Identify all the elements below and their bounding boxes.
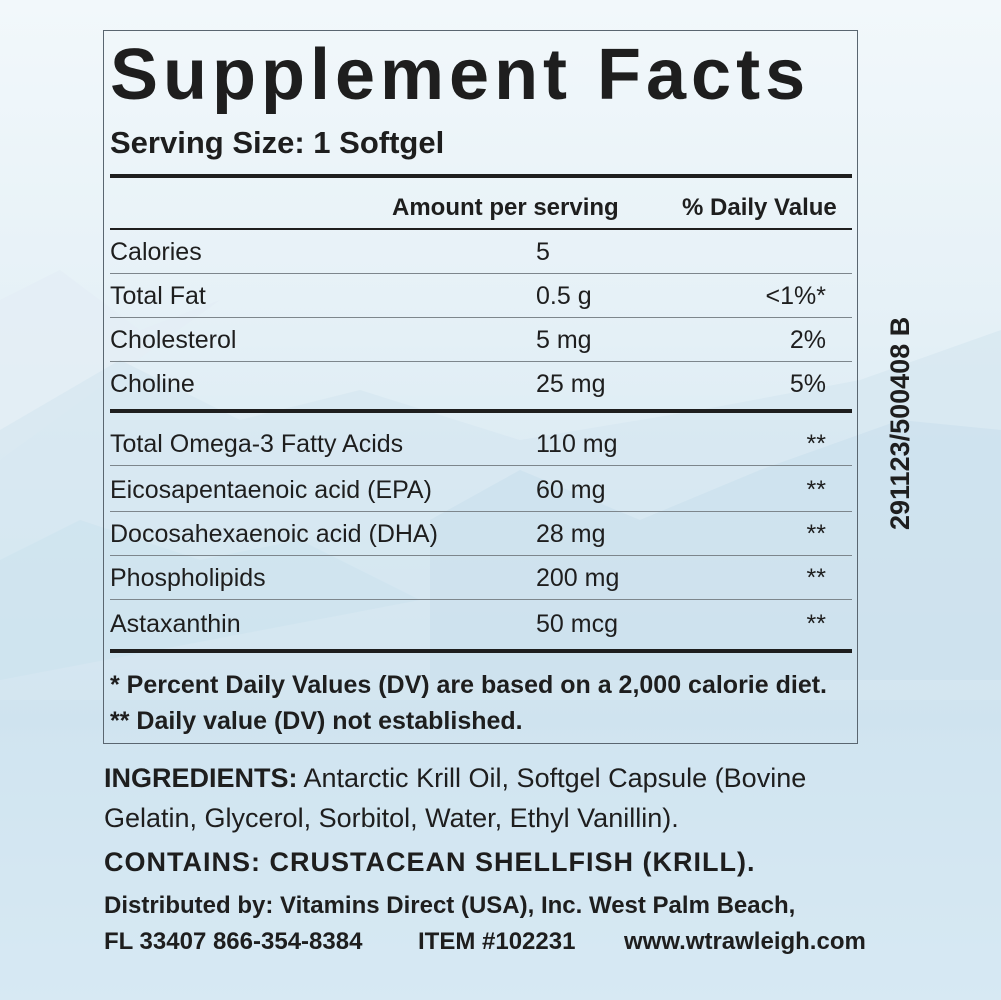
nutrient-row: Calories 5	[110, 229, 852, 274]
nutrient-daily-value: **	[806, 564, 826, 592]
nutrient-row: Cholesterol 5 mg 2%	[110, 317, 852, 362]
nutrient-amount: 5	[536, 238, 550, 266]
allergen-statement: CONTAINS: CRUSTACEAN SHELLFISH (KRILL).	[104, 847, 756, 877]
lot-code: 291123/500408 B	[885, 316, 915, 530]
nutrient-daily-value: **	[806, 520, 826, 548]
nutrient-amount: 28 mg	[536, 520, 606, 548]
nutrient-name: Total Fat	[110, 282, 206, 310]
header-divider	[110, 228, 852, 230]
website: www.wtrawleigh.com	[624, 928, 866, 955]
supplement-facts-panel: Supplement Facts Serving Size: 1 Softgel…	[103, 30, 858, 744]
nutrient-name: Cholesterol	[110, 326, 237, 354]
ingredients-block: INGREDIENTS: Antarctic Krill Oil, Softge…	[104, 758, 806, 838]
nutrient-amount: 200 mg	[536, 564, 620, 592]
nutrient-name: Phospholipids	[110, 564, 266, 592]
footer-divider	[110, 649, 852, 653]
nutrient-amount: 0.5 g	[536, 282, 592, 310]
nutrient-daily-value: 5%	[789, 370, 826, 398]
distributor-line: Distributed by: Vitamins Direct (USA), I…	[104, 892, 796, 919]
nutrient-row: Astaxanthin 50 mcg **	[110, 601, 852, 645]
nutrient-name: Total Omega-3 Fatty Acids	[110, 430, 404, 458]
daily-value-column-header: % Daily Value	[682, 194, 837, 221]
ingredients-line-2: Gelatin, Glycerol, Sorbitol, Water, Ethy…	[104, 803, 679, 833]
nutrient-row: Choline 25 mg 5%	[110, 361, 852, 405]
nutrient-daily-value: 2%	[789, 326, 826, 354]
nutrient-daily-value: **	[806, 430, 826, 458]
nutrient-row: Eicosapentaenoic acid (EPA) 60 mg **	[110, 467, 852, 512]
nutrient-name: Docosahexaenoic acid (DHA)	[110, 520, 438, 548]
item-number: ITEM #102231	[418, 928, 576, 955]
nutrient-row: Total Fat 0.5 g <1%*	[110, 273, 852, 318]
ingredients-line-1: Antarctic Krill Oil, Softgel Capsule (Bo…	[297, 763, 807, 793]
panel-title: Supplement Facts	[110, 35, 811, 115]
thick-divider	[110, 174, 852, 178]
nutrient-row: Phospholipids 200 mg **	[110, 555, 852, 600]
footnote-daily-values: * Percent Daily Values (DV) are based on…	[110, 671, 827, 699]
footnote-not-established: ** Daily value (DV) not established.	[110, 707, 523, 735]
nutrient-name: Eicosapentaenoic acid (EPA)	[110, 476, 432, 504]
nutrient-amount: 60 mg	[536, 476, 606, 504]
nutrient-row: Docosahexaenoic acid (DHA) 28 mg **	[110, 511, 852, 556]
nutrient-amount: 110 mg	[536, 430, 618, 458]
nutrient-daily-value: **	[806, 476, 826, 504]
nutrient-daily-value: <1%*	[765, 282, 826, 310]
nutrient-amount: 5 mg	[536, 326, 592, 354]
nutrient-amount: 25 mg	[536, 370, 606, 398]
nutrient-name: Astaxanthin	[110, 610, 241, 638]
serving-size: Serving Size: 1 Softgel	[110, 125, 445, 160]
nutrient-name: Choline	[110, 370, 195, 398]
nutrient-amount: 50 mcg	[536, 610, 618, 638]
nutrient-name: Calories	[110, 238, 202, 266]
distributor-address: FL 33407 866-354-8384	[104, 928, 363, 955]
section-divider	[110, 409, 852, 413]
ingredients-label: INGREDIENTS:	[104, 763, 298, 793]
nutrient-row: Total Omega-3 Fatty Acids 110 mg **	[110, 421, 852, 466]
amount-column-header: Amount per serving	[392, 194, 619, 221]
nutrient-daily-value: **	[806, 610, 826, 638]
